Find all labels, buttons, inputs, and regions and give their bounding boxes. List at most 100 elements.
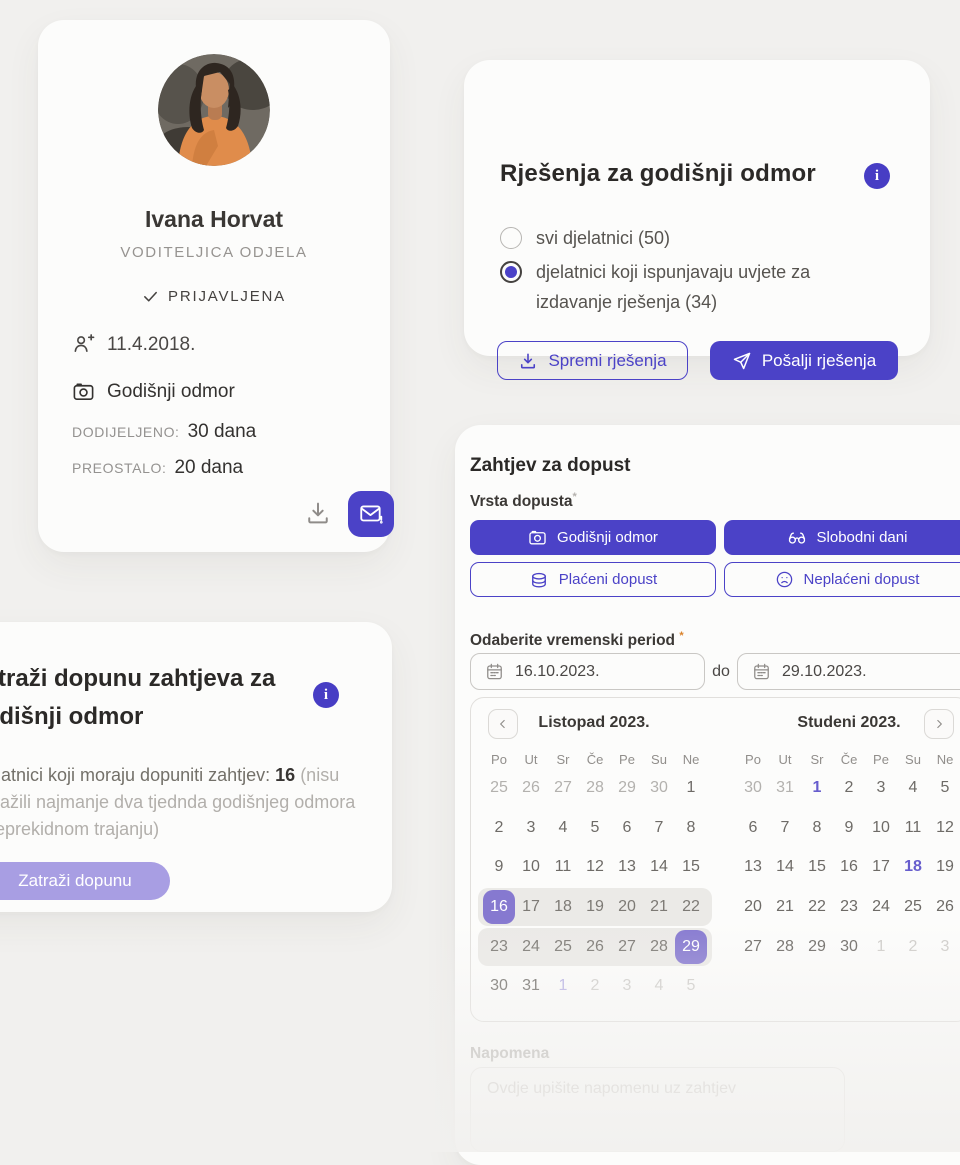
calendar-day[interactable]: 28: [650, 937, 668, 955]
calendar-day[interactable]: 18: [554, 897, 572, 915]
type-placeni-dopust-button[interactable]: Plaćeni dopust: [470, 562, 716, 597]
calendar-day[interactable]: 11: [904, 818, 922, 836]
calendar-day[interactable]: 29: [808, 937, 826, 955]
calendar-day[interactable]: 16: [840, 858, 858, 876]
calendar-day[interactable]: 1: [876, 937, 886, 955]
calendar-day[interactable]: 1: [812, 778, 822, 796]
calendar-day[interactable]: 2: [844, 778, 854, 796]
calendar-day[interactable]: 21: [776, 897, 794, 915]
calendar-day[interactable]: 19: [586, 897, 604, 915]
calendar-day[interactable]: 15: [808, 858, 826, 876]
info-icon[interactable]: i: [864, 163, 890, 189]
calendar-day[interactable]: 10: [522, 858, 540, 876]
calendar-day[interactable]: 26: [936, 897, 954, 915]
download-icon[interactable]: [304, 499, 332, 527]
calendar-day[interactable]: 1: [558, 977, 568, 995]
calendar-day[interactable]: 12: [586, 858, 604, 876]
calendar-day[interactable]: 22: [682, 897, 700, 915]
calendar-day[interactable]: 5: [686, 977, 696, 995]
calendar-day[interactable]: 30: [490, 977, 508, 995]
calendar-day[interactable]: 26: [522, 778, 540, 796]
calendar-day[interactable]: 4: [654, 977, 664, 995]
calendar-day[interactable]: 2: [590, 977, 600, 995]
calendar-day[interactable]: 23: [490, 937, 508, 955]
calendar-day[interactable]: 13: [744, 858, 762, 876]
calendar-day[interactable]: 6: [748, 818, 758, 836]
calendar-day[interactable]: 3: [526, 818, 536, 836]
calendar-day[interactable]: 10: [872, 818, 890, 836]
send-decisions-button[interactable]: Pošalji rješenja: [710, 341, 898, 380]
calendar-day[interactable]: 15: [682, 858, 700, 876]
calendar-day[interactable]: 8: [686, 818, 696, 836]
calendar-day[interactable]: 17: [522, 897, 540, 915]
calendar-day[interactable]: 11: [554, 858, 572, 876]
calendar-day[interactable]: 29: [618, 778, 636, 796]
next-month-button[interactable]: [924, 709, 954, 739]
radio-icon[interactable]: [500, 227, 522, 249]
date-to-input[interactable]: 29.10.2023.: [737, 653, 960, 690]
radio-option-all-employees[interactable]: svi djelatnici (50): [500, 223, 876, 253]
calendar-day[interactable]: 26: [586, 937, 604, 955]
type-slobodni-dani-button[interactable]: Slobodni dani: [724, 520, 960, 555]
calendar-day[interactable]: 3: [876, 778, 886, 796]
date-from-input[interactable]: 16.10.2023.: [470, 653, 705, 690]
calendar-day[interactable]: 7: [654, 818, 664, 836]
send-mail-button[interactable]: [348, 491, 394, 537]
calendar-day[interactable]: 27: [554, 778, 572, 796]
calendar-day[interactable]: 28: [586, 778, 604, 796]
calendar-day[interactable]: 5: [940, 778, 950, 796]
calendar-day[interactable]: 7: [780, 818, 790, 836]
previous-month-button[interactable]: [488, 709, 518, 739]
calendar-day[interactable]: 4: [558, 818, 568, 836]
info-icon[interactable]: i: [313, 682, 339, 708]
request-supplement-button[interactable]: Zatraži dopunu: [0, 862, 170, 900]
calendar-day[interactable]: 30: [744, 778, 762, 796]
calendar-day[interactable]: 29: [675, 929, 707, 964]
calendar-day[interactable]: 2: [494, 818, 504, 836]
calendar-day[interactable]: 6: [622, 818, 632, 836]
calendar-day[interactable]: 19: [936, 858, 954, 876]
calendar-day[interactable]: 5: [590, 818, 600, 836]
calendar-day[interactable]: 25: [490, 778, 508, 796]
calendar-day[interactable]: 21: [650, 897, 668, 915]
calendar-day[interactable]: 2: [908, 937, 918, 955]
calendar-day[interactable]: 30: [840, 937, 858, 955]
note-textarea[interactable]: [470, 1067, 845, 1152]
calendar-day[interactable]: 25: [904, 897, 922, 915]
calendar-day[interactable]: 24: [872, 897, 890, 915]
save-decisions-button[interactable]: Spremi rješenja: [497, 341, 688, 380]
calendar-day[interactable]: 28: [776, 937, 794, 955]
calendar-day[interactable]: 25: [554, 937, 572, 955]
calendar-day[interactable]: 8: [812, 818, 822, 836]
calendar-day[interactable]: 3: [622, 977, 632, 995]
calendar-day[interactable]: 27: [744, 937, 762, 955]
calendar-day[interactable]: 30: [650, 778, 668, 796]
card-title: Rješenja za godišnji odmor: [500, 160, 816, 187]
radio-icon[interactable]: [500, 261, 522, 283]
calendar-day[interactable]: 18: [904, 858, 922, 876]
weekday-label: Če: [586, 752, 604, 767]
calendar-day[interactable]: 9: [844, 818, 854, 836]
calendar-day[interactable]: 4: [908, 778, 918, 796]
calendar-day[interactable]: 17: [872, 858, 890, 876]
calendar-day[interactable]: 16: [483, 889, 515, 924]
calendar-day[interactable]: 13: [618, 858, 636, 876]
calendar-day[interactable]: 14: [776, 858, 794, 876]
calendar-day[interactable]: 23: [840, 897, 858, 915]
calendar-day[interactable]: 12: [936, 818, 954, 836]
calendar-day[interactable]: 9: [494, 858, 504, 876]
type-neplaceni-dopust-button[interactable]: Neplaćeni dopust: [724, 562, 960, 597]
calendar-day[interactable]: 31: [776, 778, 794, 796]
type-godisnji-odmor-button[interactable]: Godišnji odmor: [470, 520, 716, 555]
radio-option-eligible-employees[interactable]: djelatnici koji ispunjavaju uvjete za iz…: [500, 257, 876, 317]
calendar-day[interactable]: 31: [522, 977, 540, 995]
calendar-day[interactable]: 24: [522, 937, 540, 955]
calendar-day[interactable]: 27: [618, 937, 636, 955]
calendar-day[interactable]: 20: [618, 897, 636, 915]
calendar-day[interactable]: 3: [940, 937, 950, 955]
calendar-day[interactable]: 14: [650, 858, 668, 876]
calendar-day[interactable]: 20: [744, 897, 762, 915]
calendar-day[interactable]: 22: [808, 897, 826, 915]
calendar-day[interactable]: 1: [686, 778, 696, 796]
weekday-label: Pe: [619, 752, 635, 767]
